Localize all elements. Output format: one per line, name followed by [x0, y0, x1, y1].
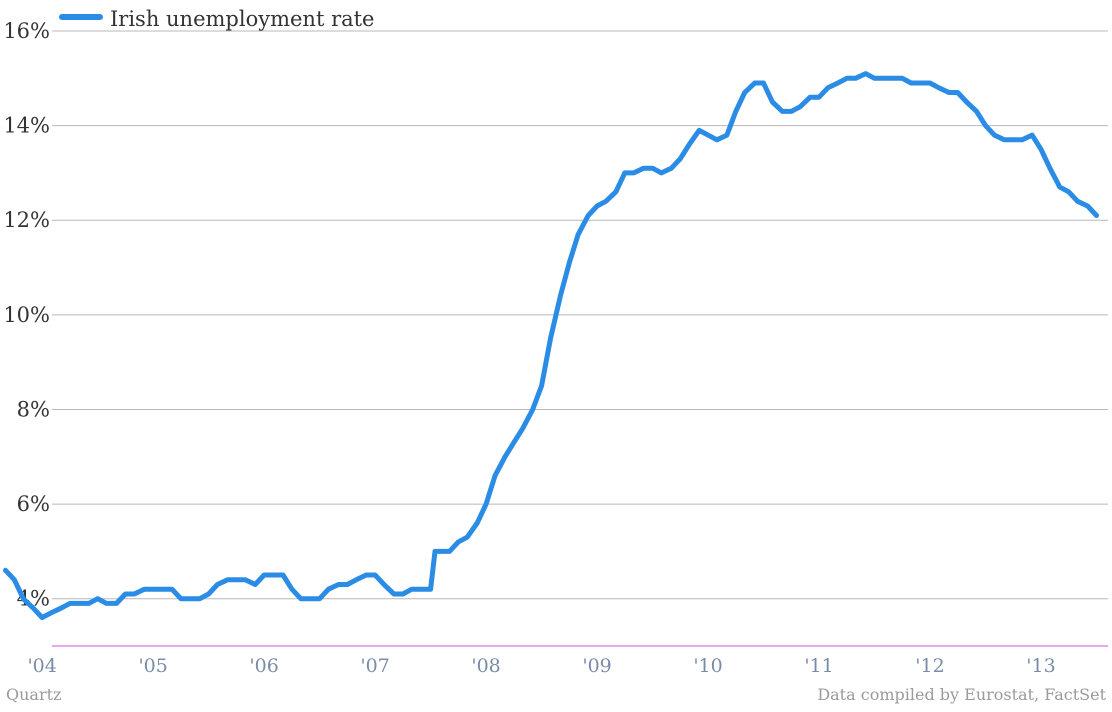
x-axis: '04 '05 '06 '07 '08 '09 '10 '11 '12 '13: [27, 655, 1055, 677]
x-tick-label: '05: [138, 655, 167, 677]
y-tick-label: 14%: [3, 114, 50, 138]
y-tick-label: 16%: [3, 19, 50, 43]
y-tick-label: 10%: [3, 303, 50, 327]
gridlines: [52, 30, 1108, 600]
x-tick-label: '10: [693, 655, 722, 677]
credit-right: Data compiled by Eurostat, FactSet: [817, 685, 1106, 704]
y-axis: 4%6%8%10%12%14%16%: [3, 19, 50, 611]
series-line-irish-unemployment-rate: [3, 71, 1099, 621]
x-tick-label: '11: [804, 655, 833, 677]
x-tick-label: '09: [582, 655, 611, 677]
x-tick-label: '06: [249, 655, 278, 677]
legend: Irish unemployment rate: [59, 7, 375, 31]
legend-label: Irish unemployment rate: [110, 7, 375, 31]
y-tick-label: 8%: [17, 397, 50, 421]
x-tick-label: '04: [27, 655, 56, 677]
x-tick-label: '13: [1026, 655, 1055, 677]
x-tick-label: '07: [360, 655, 389, 677]
x-tick-label: '12: [915, 655, 944, 677]
y-tick-label: 6%: [17, 492, 50, 516]
series-layer: [3, 71, 1099, 621]
credit-left: Quartz: [6, 685, 61, 704]
x-tick-label: '08: [471, 655, 500, 677]
y-tick-label: 12%: [3, 208, 50, 232]
